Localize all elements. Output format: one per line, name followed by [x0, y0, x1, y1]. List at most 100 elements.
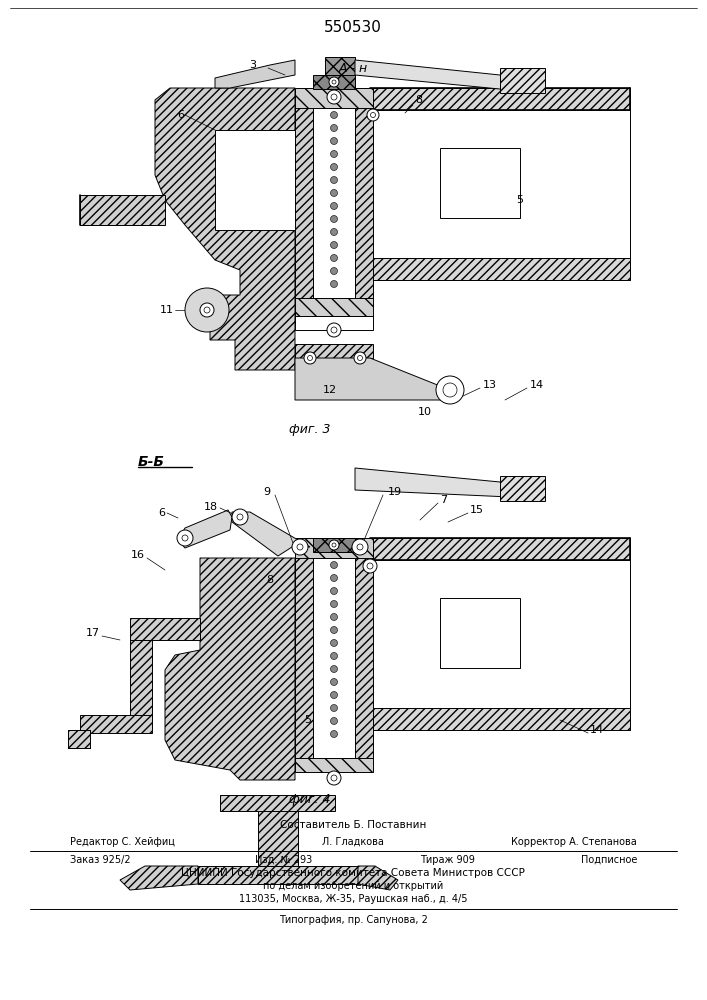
Bar	[370, 88, 630, 110]
Text: 7: 7	[440, 495, 447, 505]
Bar	[130, 618, 200, 640]
Text: 10: 10	[418, 407, 432, 417]
Polygon shape	[295, 358, 450, 400]
Text: 6: 6	[158, 508, 165, 518]
Circle shape	[330, 280, 337, 288]
Polygon shape	[358, 866, 398, 890]
Circle shape	[330, 692, 337, 698]
Bar	[440, 148, 520, 218]
Circle shape	[330, 704, 337, 712]
Circle shape	[182, 535, 188, 541]
Circle shape	[363, 559, 377, 573]
Circle shape	[330, 574, 337, 582]
Bar	[80, 715, 152, 733]
Bar	[295, 538, 373, 560]
Bar	[295, 558, 313, 758]
Bar	[370, 560, 630, 708]
Bar	[295, 316, 373, 330]
Text: Составитель Б. Поставнин: Составитель Б. Поставнин	[280, 820, 426, 830]
Text: 550530: 550530	[324, 20, 382, 35]
Circle shape	[327, 90, 341, 104]
Circle shape	[330, 150, 337, 157]
Text: Л. Гладкова: Л. Гладкова	[322, 837, 384, 847]
Bar	[355, 108, 373, 298]
Circle shape	[358, 356, 363, 360]
Circle shape	[330, 241, 337, 248]
Circle shape	[367, 109, 379, 121]
Circle shape	[330, 124, 337, 131]
Circle shape	[330, 600, 337, 607]
Text: Подписное: Подписное	[580, 855, 637, 865]
Bar	[313, 558, 355, 758]
Text: Изд. № 293: Изд. № 293	[255, 855, 312, 865]
Circle shape	[370, 112, 375, 117]
Circle shape	[200, 303, 214, 317]
Bar	[198, 866, 358, 884]
Text: 19: 19	[388, 487, 402, 497]
Circle shape	[330, 137, 337, 144]
Circle shape	[443, 383, 457, 397]
Polygon shape	[165, 558, 295, 780]
Circle shape	[330, 626, 337, 634]
Polygon shape	[355, 60, 510, 90]
Circle shape	[436, 376, 464, 404]
Circle shape	[354, 352, 366, 364]
Text: 15: 15	[470, 505, 484, 515]
Bar	[313, 108, 355, 298]
Bar	[295, 344, 373, 358]
Circle shape	[330, 176, 337, 184]
Circle shape	[327, 323, 341, 337]
Circle shape	[330, 666, 337, 672]
Circle shape	[329, 540, 339, 550]
Polygon shape	[178, 510, 232, 548]
Text: 3: 3	[250, 60, 257, 70]
Circle shape	[330, 202, 337, 210]
Text: по делам изобретений и открытий: по делам изобретений и открытий	[263, 881, 443, 891]
Text: 18: 18	[204, 502, 218, 512]
Text: Б-Б: Б-Б	[138, 455, 165, 469]
Bar	[370, 538, 630, 560]
Bar	[500, 476, 545, 501]
Bar	[295, 758, 373, 772]
Bar	[355, 558, 373, 758]
Bar	[68, 730, 90, 748]
Polygon shape	[355, 468, 510, 497]
Text: 5: 5	[517, 195, 523, 205]
Text: 5: 5	[305, 715, 312, 725]
Text: 17: 17	[86, 628, 100, 638]
Circle shape	[331, 94, 337, 100]
Text: ЦНИИПИ Государственного комитета Совета Министров СССР: ЦНИИПИ Государственного комитета Совета …	[181, 868, 525, 878]
Circle shape	[330, 678, 337, 686]
Text: 14: 14	[530, 380, 544, 390]
Circle shape	[330, 216, 337, 223]
Circle shape	[327, 771, 341, 785]
Bar	[370, 708, 630, 730]
Circle shape	[329, 77, 339, 87]
Circle shape	[308, 356, 312, 360]
Circle shape	[330, 254, 337, 261]
Bar	[295, 298, 373, 316]
Bar	[295, 108, 313, 298]
Circle shape	[304, 352, 316, 364]
Circle shape	[330, 111, 337, 118]
Bar	[220, 795, 335, 811]
Circle shape	[357, 544, 363, 550]
Circle shape	[332, 543, 336, 547]
Text: 8: 8	[266, 575, 273, 585]
Circle shape	[330, 730, 337, 738]
Circle shape	[330, 562, 337, 568]
Circle shape	[330, 613, 337, 620]
Bar	[258, 811, 298, 866]
Text: 9: 9	[264, 487, 271, 497]
Circle shape	[330, 163, 337, 170]
Circle shape	[232, 509, 248, 525]
Bar	[370, 110, 630, 258]
Text: 13: 13	[483, 380, 497, 390]
Text: фиг. 3: фиг. 3	[289, 424, 331, 436]
Text: Редактор С. Хейфиц: Редактор С. Хейфиц	[70, 837, 175, 847]
Bar	[313, 75, 355, 89]
Circle shape	[292, 539, 308, 555]
Circle shape	[367, 563, 373, 569]
Circle shape	[330, 640, 337, 647]
Text: Тираж 909: Тираж 909	[420, 855, 475, 865]
